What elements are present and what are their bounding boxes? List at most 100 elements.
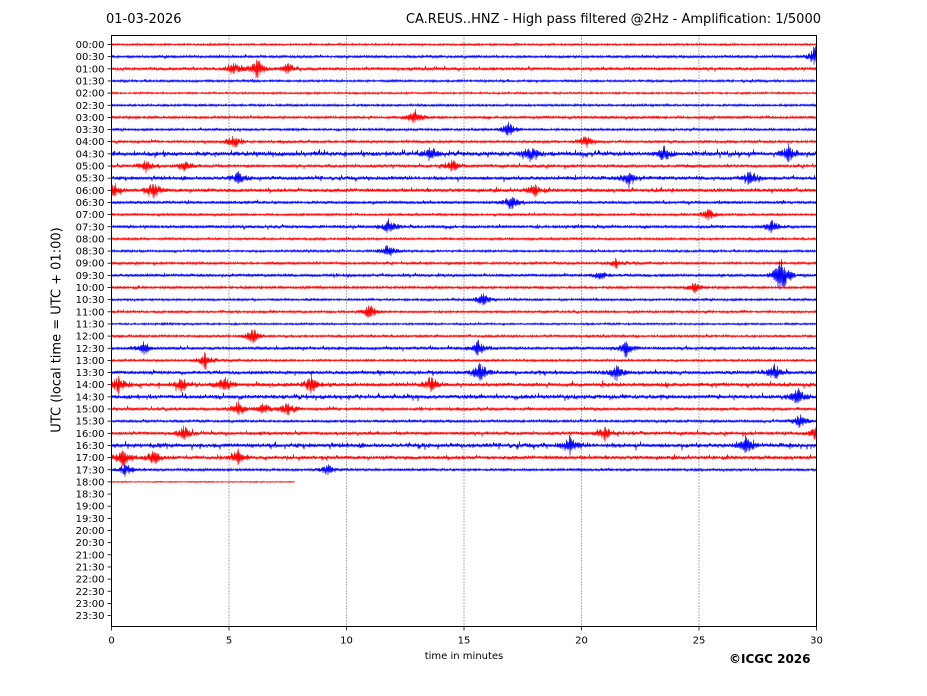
y-tick-label: 08:00 xyxy=(76,234,105,245)
y-tick-label: 12:00 xyxy=(76,332,105,343)
trace-0430 xyxy=(111,143,817,163)
y-tick-label: 19:30 xyxy=(76,514,105,525)
y-tick-label: 01:30 xyxy=(76,76,105,87)
trace-1200 xyxy=(111,329,817,344)
trace-0600 xyxy=(111,183,817,199)
trace-0900 xyxy=(111,257,817,269)
plot-frame xyxy=(111,35,817,627)
x-axis-ticks: 0 5 10 15 20 25 30 xyxy=(108,626,823,647)
y-tick-label: 00:00 xyxy=(76,40,105,51)
trace-1730 xyxy=(111,464,817,477)
y-tick-label: 09:30 xyxy=(76,271,105,282)
y-tick-label: 21:30 xyxy=(76,562,105,573)
trace-1530 xyxy=(111,414,817,429)
y-tick-label: 03:30 xyxy=(76,125,105,136)
trace-0830 xyxy=(111,245,817,257)
y-tick-label: 06:30 xyxy=(76,198,105,209)
grid-lines xyxy=(228,35,700,627)
trace-0100 xyxy=(111,59,817,79)
y-tick-label: 22:00 xyxy=(76,575,105,586)
y-tick-label: 23:00 xyxy=(76,599,105,610)
y-tick-label: 17:30 xyxy=(76,465,105,476)
y-tick-label: 15:00 xyxy=(76,405,105,416)
trace-0230 xyxy=(111,102,817,108)
trace-1330 xyxy=(111,362,817,382)
trace-0030 xyxy=(111,46,817,65)
trace-1600 xyxy=(111,425,817,443)
y-tick-label: 18:30 xyxy=(76,490,105,501)
trace-0930 xyxy=(111,259,817,290)
trace-1100 xyxy=(111,305,817,318)
trace-0330 xyxy=(111,121,817,136)
y-tick-label: 15:30 xyxy=(76,417,105,428)
trace-1030 xyxy=(111,293,817,306)
chart-title: CA.REUS..HNZ - High pass filtered @2Hz -… xyxy=(405,12,821,27)
y-tick-label: 07:00 xyxy=(76,210,105,221)
trace-0530 xyxy=(111,171,817,189)
trace-1500 xyxy=(111,400,817,416)
trace-1800 xyxy=(111,480,295,484)
trace-0730 xyxy=(111,218,817,234)
x-tick-label: 30 xyxy=(810,636,823,647)
trace-1300 xyxy=(111,352,817,370)
trace-1630 xyxy=(111,434,817,456)
x-tick-label: 20 xyxy=(575,636,588,647)
trace-0630 xyxy=(111,196,817,210)
y-tick-label: 16:30 xyxy=(76,441,105,452)
y-tick-label: 05:00 xyxy=(76,162,105,173)
trace-0400 xyxy=(111,135,817,149)
y-tick-label: 23:30 xyxy=(76,611,105,622)
x-tick-label: 0 xyxy=(108,636,114,647)
y-tick-label: 04:00 xyxy=(76,137,105,148)
y-tick-label: 14:00 xyxy=(76,380,105,391)
y-tick-label: 19:00 xyxy=(76,502,105,513)
trace-1430 xyxy=(111,388,817,404)
trace-1000 xyxy=(111,282,817,294)
trace-0130 xyxy=(111,78,817,84)
x-tick-label: 25 xyxy=(693,636,706,647)
y-tick-label: 00:30 xyxy=(76,52,105,63)
chart-date: 01-03-2026 xyxy=(106,12,182,27)
y-tick-label: 22:30 xyxy=(76,587,105,598)
y-tick-label: 11:00 xyxy=(76,307,105,318)
x-tick-label: 15 xyxy=(458,636,471,647)
trace-1130 xyxy=(111,321,817,327)
trace-1400 xyxy=(111,373,817,395)
x-tick-label: 5 xyxy=(226,636,232,647)
y-tick-label: 13:30 xyxy=(76,368,105,379)
y-tick-label: 02:30 xyxy=(76,101,105,112)
y-axis-label: UTC (local time = UTC + 01:00) xyxy=(49,227,65,433)
y-tick-label: 07:30 xyxy=(76,222,105,233)
y-tick-label: 14:30 xyxy=(76,392,105,403)
y-tick-label: 18:00 xyxy=(76,477,105,488)
y-tick-label: 12:30 xyxy=(76,344,105,355)
trace-0300 xyxy=(111,109,817,124)
y-tick-label: 17:00 xyxy=(76,453,105,464)
y-tick-label: 16:00 xyxy=(76,429,105,440)
x-tick-label: 10 xyxy=(340,636,353,647)
trace-0500 xyxy=(111,159,817,174)
x-axis-label: time in minutes xyxy=(424,651,504,662)
y-tick-label: 03:00 xyxy=(76,113,105,124)
y-tick-label: 08:30 xyxy=(76,247,105,258)
y-tick-label: 05:30 xyxy=(76,174,105,185)
y-tick-label: 09:00 xyxy=(76,259,105,270)
y-tick-label: 10:30 xyxy=(76,295,105,306)
y-tick-label: 06:00 xyxy=(76,186,105,197)
y-tick-label: 01:00 xyxy=(76,64,105,75)
trace-1700 xyxy=(111,448,817,468)
y-tick-label: 02:00 xyxy=(76,89,105,100)
y-tick-label: 20:30 xyxy=(76,538,105,549)
trace-0200 xyxy=(111,90,817,96)
trace-rows xyxy=(111,41,817,484)
y-tick-label: 10:00 xyxy=(76,283,105,294)
trace-0700 xyxy=(111,208,817,221)
y-tick-label: 21:00 xyxy=(76,550,105,561)
y-tick-label: 20:00 xyxy=(76,526,105,537)
trace-0800 xyxy=(111,236,817,242)
trace-0000 xyxy=(111,41,817,47)
trace-1230 xyxy=(111,339,817,359)
y-tick-label: 04:30 xyxy=(76,149,105,160)
